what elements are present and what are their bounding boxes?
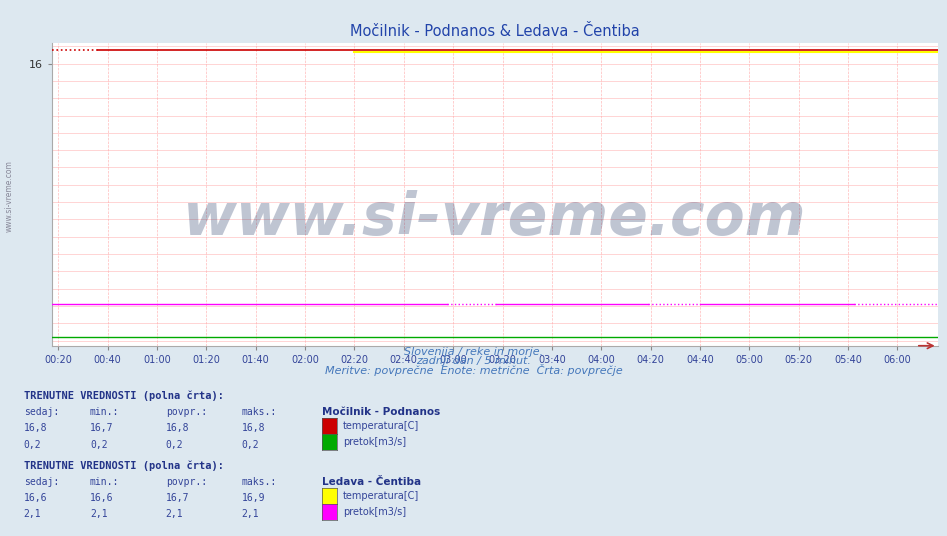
Text: 2,1: 2,1 [24, 509, 42, 519]
Text: 0,2: 0,2 [241, 440, 259, 450]
Text: pretok[m3/s]: pretok[m3/s] [343, 437, 406, 448]
Text: 0,2: 0,2 [24, 440, 42, 450]
Text: TRENUTNE VREDNOSTI (polna črta):: TRENUTNE VREDNOSTI (polna črta): [24, 391, 223, 401]
Text: 16,8: 16,8 [166, 423, 189, 434]
Text: www.si-vreme.com: www.si-vreme.com [183, 190, 807, 247]
Text: 0,2: 0,2 [166, 440, 184, 450]
Text: sedaj:: sedaj: [24, 477, 59, 487]
Text: www.si-vreme.com: www.si-vreme.com [5, 160, 14, 232]
Text: 16,7: 16,7 [90, 423, 114, 434]
Text: Močilnik - Podnanos: Močilnik - Podnanos [322, 407, 440, 418]
Text: temperatura[C]: temperatura[C] [343, 421, 420, 431]
Text: 16,6: 16,6 [24, 493, 47, 503]
Text: 2,1: 2,1 [90, 509, 108, 519]
Text: 16,7: 16,7 [166, 493, 189, 503]
Text: 2,1: 2,1 [166, 509, 184, 519]
Text: maks.:: maks.: [241, 407, 277, 418]
Title: Močilnik - Podnanos & Ledava - Čentiba: Močilnik - Podnanos & Ledava - Čentiba [350, 24, 639, 39]
Text: 16,6: 16,6 [90, 493, 114, 503]
Text: povpr.:: povpr.: [166, 477, 206, 487]
Text: min.:: min.: [90, 407, 119, 418]
Text: 16,8: 16,8 [24, 423, 47, 434]
Text: temperatura[C]: temperatura[C] [343, 491, 420, 501]
Text: Meritve: povprečne  Enote: metrične  Črta: povprečje: Meritve: povprečne Enote: metrične Črta:… [325, 364, 622, 376]
Text: pretok[m3/s]: pretok[m3/s] [343, 507, 406, 517]
Text: Ledava - Čentiba: Ledava - Čentiba [322, 477, 421, 487]
Text: maks.:: maks.: [241, 477, 277, 487]
Text: Slovenija / reke in morje.: Slovenija / reke in morje. [404, 347, 543, 357]
Text: 16,9: 16,9 [241, 493, 265, 503]
Text: zadnji dan / 5 minut.: zadnji dan / 5 minut. [416, 356, 531, 367]
Text: sedaj:: sedaj: [24, 407, 59, 418]
Text: TRENUTNE VREDNOSTI (polna črta):: TRENUTNE VREDNOSTI (polna črta): [24, 460, 223, 471]
Text: 16,8: 16,8 [241, 423, 265, 434]
Text: povpr.:: povpr.: [166, 407, 206, 418]
Text: 0,2: 0,2 [90, 440, 108, 450]
Text: min.:: min.: [90, 477, 119, 487]
Text: 2,1: 2,1 [241, 509, 259, 519]
